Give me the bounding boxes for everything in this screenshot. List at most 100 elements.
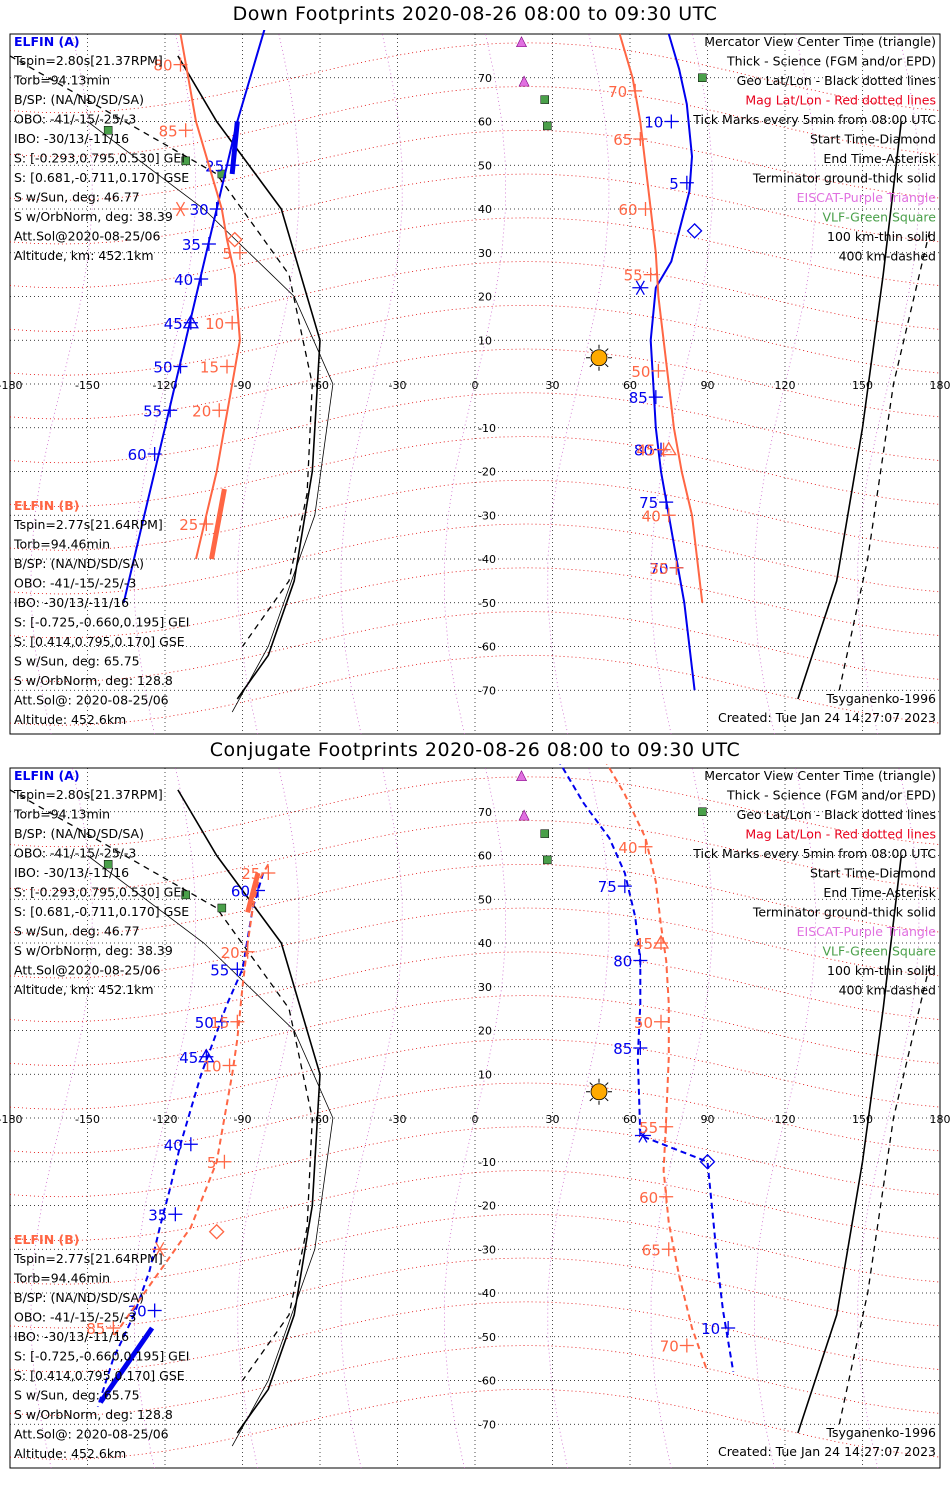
tick-label: 5 [207,1154,217,1172]
x-tick-label: 30 [546,379,560,392]
y-tick-label: -30 [478,509,496,522]
elfin-a-line: IBO: -30/13/-11/16 [14,865,129,880]
terminator-400km [9,789,313,1381]
legend-entry: End Time-Asterisk [823,151,936,166]
tick-label: 60 [618,201,637,219]
elfin-b-line: Tspin=2.77s[21.64RPM] [13,517,163,532]
y-tick-label: -40 [478,553,496,566]
tick-label: 45 [164,315,183,333]
tick-label: 45 [636,442,655,460]
y-tick-label: 30 [478,981,492,994]
x-tick-label: 180 [930,379,950,392]
vlf-station [103,860,113,869]
legend-entry: EISCAT-Purple Triangle [797,190,937,205]
tick-label: 30 [128,1303,147,1321]
center-triangle [652,934,670,949]
eiscat-station [518,75,530,87]
elfin-a-line: Tspin=2.80s[21.37RPM] [13,53,163,68]
start-diamond [699,1153,716,1170]
x-tick-label: -30 [389,1113,407,1126]
center-triangle [182,314,199,329]
tick-label: 70 [649,560,668,578]
x-tick-label: 120 [775,1113,796,1126]
y-tick-label: -70 [478,1418,496,1431]
x-tick-label: 0 [472,379,479,392]
y-tick-label: -30 [478,1243,496,1256]
y-tick-label: -50 [478,597,496,610]
elfin-a-line: S: [-0.293,0.795,0.530] GEI [14,151,185,166]
elfin-a-line: S w/Sun, deg: 46.77 [14,190,140,205]
y-tick-label: 10 [478,1068,492,1081]
tick-label: 50 [195,1014,214,1032]
tick-label: 70 [608,83,627,101]
tick-label: 80 [153,57,172,75]
vlf-station [181,890,190,900]
y-tick-label: -10 [478,422,496,435]
tick-label: 50 [153,359,172,377]
elfin-a-line: S: [-0.293,0.795,0.530] GEI [14,885,185,900]
elfin-a-line: S w/OrbNorm, deg: 38.39 [14,209,173,224]
sun-symbol [590,1083,608,1101]
tick-label: 45 [179,1049,198,1067]
elfin-a-line: S: [0.681,-0.711,0.170] GSE [14,170,189,185]
start-diamond [226,231,243,248]
y-tick-label: 50 [478,159,492,172]
model-label: Tsyganenko-1996 [825,1425,936,1440]
elfin-b-line: S w/OrbNorm, deg: 128.8 [14,1407,173,1422]
tick-label: 85 [86,1320,105,1338]
tick-label: 50 [631,363,650,381]
x-tick-label: 120 [775,379,796,392]
elfin-b-line: Torb=94.46min [13,1271,110,1286]
legend-entry: Geo Lat/Lon - Black dotted lines [737,73,936,88]
elfin-b-line: IBO: -30/13/-11/16 [14,1329,129,1344]
legend-entry: End Time-Asterisk [823,885,936,900]
eiscat-station [516,770,527,782]
x-tick-label: 90 [701,379,715,392]
terminator-100km [87,121,334,713]
terminator-400km-east [838,964,931,1425]
sun-ray [589,363,593,368]
elfin-a-line: Torb=94.13min [13,73,110,88]
x-tick-label: 180 [930,1113,950,1126]
y-tick-label: 10 [478,334,492,347]
y-tick-label: 20 [478,1025,492,1038]
center-triangle [660,441,677,456]
x-tick-label: 30 [546,1113,560,1126]
elfin-a-line: S w/Sun, deg: 46.77 [14,924,140,939]
elfin-a-line: Torb=94.13min [13,807,110,822]
y-tick-label: -20 [478,466,496,479]
eiscat-station [516,36,527,48]
terminator-ground [177,55,321,700]
sun-ray [589,1097,593,1102]
panel-1-map: -180 -150 -120 -90 -60 -30 0 30 60 90 120 150 180 -70… [0,30,950,735]
elfin-a-header: ELFIN (A) [14,768,80,783]
tick-label: 5 [222,245,232,263]
elfin-b-line: Att.Sol@: 2020-08-25/06 [14,693,169,708]
x-tick-label: -150 [75,1113,100,1126]
elfin-b-line: S: [-0.725,-0.660,0.195] GEI [14,615,189,630]
x-tick-label: -90 [234,1113,252,1126]
tick-label: 40 [642,507,661,525]
tick-label: 10 [644,114,663,132]
elfin-b-line: B/SP: (NA/ND/SD/SA) [14,556,144,571]
legend-entry: Mag Lat/Lon - Red dotted lines [745,93,936,108]
vlf-station [540,95,549,104]
center-triangle [198,1048,215,1063]
elfin-a-line: S: [0.681,-0.711,0.170] GSE [14,904,189,919]
elfin-b-line: S w/Sun, deg: 65.75 [14,1388,140,1403]
x-tick-label: -180 [0,1113,22,1126]
x-tick-label: -90 [234,379,252,392]
model-label: Tsyganenko-1996 [825,691,936,706]
tick-label: 75 [639,494,658,512]
y-tick-label: -40 [478,1287,496,1300]
elfin-a-header: ELFIN (A) [14,34,80,49]
legend-entry: Thick - Science (FGM and/or EPD) [726,54,936,69]
vlf-station [698,73,707,82]
elfin-b-line: IBO: -30/13/-11/16 [14,595,129,610]
terminator-ground-east [797,855,903,1434]
elfin-b-line: Altitude: 452.6km [14,712,126,727]
elfin-b-header: ELFIN (B) [14,498,79,513]
legend-entry: Mag Lat/Lon - Red dotted lines [745,827,936,842]
elfin-b-line: S: [0.414,0.795,0.170] GSE [14,634,185,649]
sun-ray [589,348,593,352]
